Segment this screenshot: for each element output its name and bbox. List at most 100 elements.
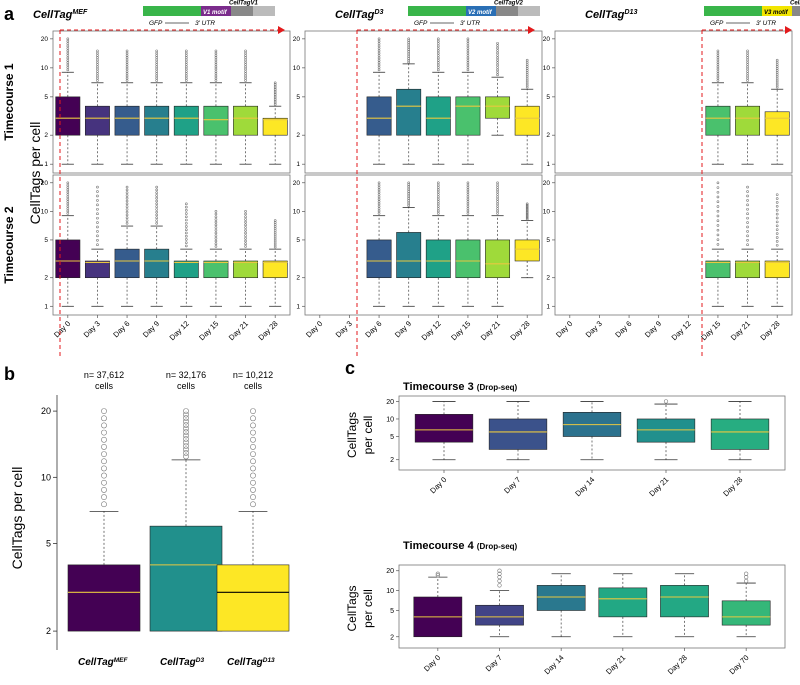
- box-day-28-outlier: [273, 83, 277, 86]
- box-day-15-outlier: [716, 205, 720, 208]
- tc4-xtick-label: Day 21: [604, 653, 627, 676]
- box-day-15-box: [203, 260, 229, 279]
- tc3-box-3-box: [636, 418, 696, 443]
- tc3-ytick-label: 5: [390, 434, 394, 441]
- box-day-15-outlier: [214, 218, 218, 221]
- subplot-r0-c0: 1 2 5 10 20: [41, 30, 291, 174]
- box-day-12-outlier: [437, 44, 440, 48]
- box-day-21-outlier: [244, 54, 247, 57]
- tc4-box-5-outlier: [744, 575, 749, 580]
- box-day-0-outlier: [66, 188, 70, 192]
- construct-motif-label: V1 motif: [203, 10, 228, 16]
- box-day-3-outlier: [96, 58, 99, 62]
- tc4-box-1-outlier: [497, 583, 502, 588]
- box-day-21-outlier: [496, 190, 499, 194]
- panel-b-ytick-label: 5: [46, 539, 51, 549]
- box-day-15-outlier: [716, 181, 720, 185]
- xtick-label: Day 0: [304, 319, 324, 339]
- box-day-0-outlier: [66, 183, 70, 187]
- box-day-9-box: [396, 88, 422, 136]
- box-day-21-outlier: [496, 204, 499, 208]
- construct-motif-block: [201, 6, 231, 16]
- box-day-21-outlier: [496, 49, 499, 52]
- tc4-ytick-label: 20: [386, 568, 394, 575]
- box-day-28-outlier: [775, 216, 779, 220]
- box-day-12-outlier: [437, 186, 440, 189]
- box-day-28-outlier: [525, 81, 529, 85]
- box-day-6-outlier: [125, 74, 129, 78]
- box-day-15-outlier: [214, 51, 218, 55]
- panel-b-box-0-box: [67, 564, 141, 632]
- box-day-21-outlier: [746, 207, 749, 211]
- panel-b-box-0-outlier: [101, 415, 107, 422]
- box-day-3-outlier: [96, 243, 99, 247]
- box-day-9-outlier: [155, 79, 158, 82]
- tc3-xtick-label: Day 28: [721, 475, 744, 498]
- box-day-28-box: [262, 117, 288, 136]
- box-day-15-outlier: [716, 56, 720, 60]
- subplot-r0-c2: 1 2 5 10 20: [543, 30, 793, 174]
- box-day-21-outlier: [496, 195, 499, 199]
- box-day-21-outlier: [746, 58, 749, 62]
- box-day-21-outlier: [244, 212, 247, 216]
- box-day-21-box: [233, 260, 259, 279]
- box-day-21-outlier: [496, 197, 499, 201]
- box-day-21-outlier: [746, 203, 749, 207]
- box-day-28-box: [764, 111, 790, 136]
- box-day-28-outlier: [525, 60, 529, 64]
- box-day-3-box: [84, 260, 110, 279]
- box-day-15-outlier: [466, 51, 470, 55]
- xtick-label: Day 9: [643, 319, 663, 339]
- box-day-0-outlier: [66, 197, 70, 201]
- box-day-6-box: [114, 105, 140, 136]
- box-day-12-outlier: [185, 54, 188, 57]
- box-day-6-outlier: [377, 59, 381, 62]
- marker-arrow-0: [278, 26, 285, 34]
- box-day-15-outlier: [716, 214, 720, 218]
- ytick-label: 5: [296, 237, 300, 244]
- ytick-label: 2: [44, 275, 48, 282]
- box-day-28-outlier: [775, 71, 779, 74]
- box-day-12-outlier: [185, 74, 188, 78]
- box-day-9-box: [144, 248, 170, 279]
- box-day-21-outlier: [496, 209, 499, 213]
- box-day-6-outlier: [377, 186, 381, 189]
- column-title-1: CellTagD3: [335, 8, 383, 21]
- box-day-12-outlier: [185, 79, 188, 82]
- tc4-title: Timecourse 4 (Drop-seq): [403, 540, 518, 552]
- box-day-15-outlier: [716, 233, 720, 237]
- box-day-15-outlier: [214, 228, 218, 232]
- box-day-6-outlier: [125, 63, 129, 66]
- panel-b-cells-label: cells: [177, 381, 196, 391]
- box-day-9-outlier: [155, 221, 158, 225]
- tc4-box-0-outlier: [435, 571, 440, 576]
- box-day-28-outlier: [525, 65, 529, 68]
- box-day-21-outlier: [496, 51, 499, 55]
- box-day-21-outlier: [746, 199, 749, 202]
- box-day-6-outlier: [125, 67, 129, 71]
- tc4-xtick-label: Day 0: [422, 653, 442, 673]
- box-day-6-outlier: [125, 208, 129, 211]
- box-day-28-outlier: [775, 81, 779, 85]
- box-day-15-outlier: [716, 74, 720, 78]
- subplot-frame: [304, 174, 543, 316]
- box-day-12-outlier: [437, 209, 440, 213]
- box-day-15-outlier: [716, 51, 720, 55]
- box-day-28-outlier: [525, 203, 529, 207]
- box-day-3-outlier: [96, 67, 99, 71]
- box-day-15-outlier: [214, 56, 218, 60]
- box-day-12-outlier: [437, 212, 440, 215]
- box-day-9-outlier: [155, 74, 158, 78]
- box-day-0-box: [55, 239, 81, 279]
- box-day-6-outlier: [125, 60, 129, 64]
- box-day-21-outlier: [746, 51, 749, 55]
- box-day-12-outlier: [437, 37, 440, 41]
- box-day-28-outlier: [775, 69, 779, 72]
- box-day-28-outlier: [525, 214, 529, 218]
- box-day-21-outlier: [244, 63, 247, 66]
- tc3-xtick-label: Day 21: [647, 475, 670, 498]
- ytick-label: 20: [41, 180, 49, 187]
- box-day-12-outlier: [437, 183, 440, 187]
